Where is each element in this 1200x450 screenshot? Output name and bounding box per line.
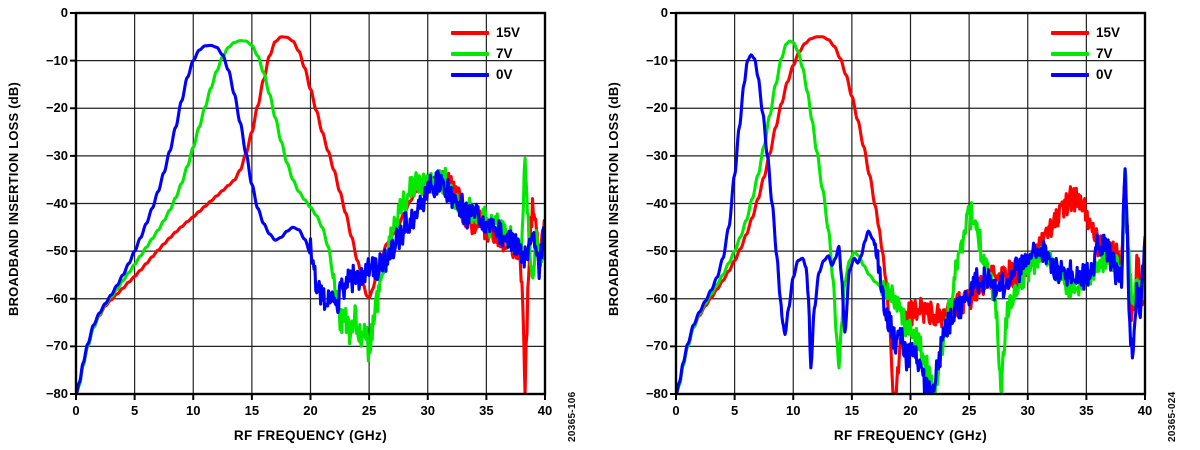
series-group — [676, 35, 1145, 394]
legend-label-7V: 7V — [496, 46, 513, 61]
legend-swatch-15V — [451, 30, 489, 35]
x-tick-label: 5 — [131, 403, 139, 418]
x-tick-label: 20 — [903, 403, 918, 418]
x-tick-label: 5 — [731, 403, 739, 418]
x-axis-title-left: RF FREQUENCY (GHz) — [233, 428, 388, 443]
series-group — [76, 35, 545, 394]
legend-item-7V[interactable]: 7V — [451, 47, 513, 61]
tick-marks — [670, 12, 1146, 400]
y-tick-label: −60 — [45, 290, 68, 306]
legend-label-0V: 0V — [1096, 67, 1113, 82]
y-tick-label: −20 — [45, 100, 68, 116]
x-tick-label: 30 — [420, 403, 435, 418]
legend-label-15V: 15V — [496, 25, 521, 40]
y-tick-label: −10 — [645, 52, 668, 68]
legend-swatch-15V — [1051, 30, 1089, 35]
x-tick-label: 40 — [537, 403, 553, 418]
y-tick-label: −40 — [645, 195, 668, 211]
plot-svg-right — [670, 11, 1147, 400]
series-line-0V — [676, 53, 1145, 394]
legend-item-15V[interactable]: 15V — [451, 26, 520, 40]
chart-panel-right: BROADBAND INSERTION LOSS (dB) RF FREQUEN… — [600, 0, 1200, 450]
y-tick-label: −20 — [645, 100, 668, 116]
x-tick-label: 15 — [244, 403, 260, 418]
x-tick-label: 10 — [186, 403, 201, 418]
legend-swatch-0V — [451, 72, 489, 77]
y-tick-label: −30 — [45, 147, 68, 163]
y-tick-label: −70 — [45, 338, 68, 354]
x-tick-label: 10 — [786, 403, 801, 418]
y-tick-label: −80 — [45, 386, 68, 401]
x-tick-label: 40 — [1137, 403, 1153, 418]
x-tick-label: 35 — [1079, 403, 1094, 418]
y-tick-label: 0 — [660, 5, 668, 20]
y-axis-title-right: BROADBAND INSERTION LOSS (dB) — [606, 81, 621, 316]
figure-code-right: 20365-024 — [1167, 391, 1178, 442]
y-axis-title-left: BROADBAND INSERTION LOSS (dB) — [6, 81, 21, 316]
legend-label-15V: 15V — [1096, 25, 1121, 40]
legend-swatch-0V — [1051, 72, 1089, 77]
legend-item-0V[interactable]: 0V — [451, 68, 513, 82]
legend-item-0V[interactable]: 0V — [1051, 68, 1113, 82]
legend-label-0V: 0V — [496, 67, 513, 82]
x-tick-label: 20 — [303, 403, 318, 418]
legend-item-15V[interactable]: 15V — [1051, 26, 1120, 40]
y-tick-label: −10 — [45, 52, 68, 68]
tick-marks — [70, 12, 546, 400]
x-axis-title-right: RF FREQUENCY (GHz) — [833, 428, 988, 443]
series-line-7V — [676, 39, 1145, 394]
x-tick-label: 25 — [961, 403, 977, 418]
x-tick-label: 15 — [844, 403, 860, 418]
y-tick-label: 0 — [60, 5, 68, 20]
y-tick-label: −60 — [645, 290, 668, 306]
x-tick-label: 30 — [1020, 403, 1035, 418]
x-tick-label: 25 — [361, 403, 377, 418]
y-tick-label: −80 — [645, 386, 668, 401]
legend-item-7V[interactable]: 7V — [1051, 47, 1113, 61]
series-line-0V — [76, 43, 545, 394]
y-tick-label: −40 — [45, 195, 68, 211]
legend-swatch-7V — [1051, 51, 1089, 56]
figure-code-left: 20365-106 — [567, 391, 578, 442]
x-tick-label: 35 — [479, 403, 494, 418]
legend-swatch-7V — [451, 51, 489, 56]
y-tick-label: −70 — [645, 338, 668, 354]
y-tick-label: −30 — [645, 147, 668, 163]
y-tick-label: −50 — [45, 243, 68, 259]
x-tick-label: 0 — [72, 403, 80, 418]
series-line-15V — [676, 35, 1145, 394]
x-tick-label: 0 — [672, 403, 680, 418]
y-tick-label: −50 — [645, 243, 668, 259]
chart-panel-left: BROADBAND INSERTION LOSS (dB) RF FREQUEN… — [6, 5, 578, 443]
legend-label-7V: 7V — [1096, 46, 1113, 61]
